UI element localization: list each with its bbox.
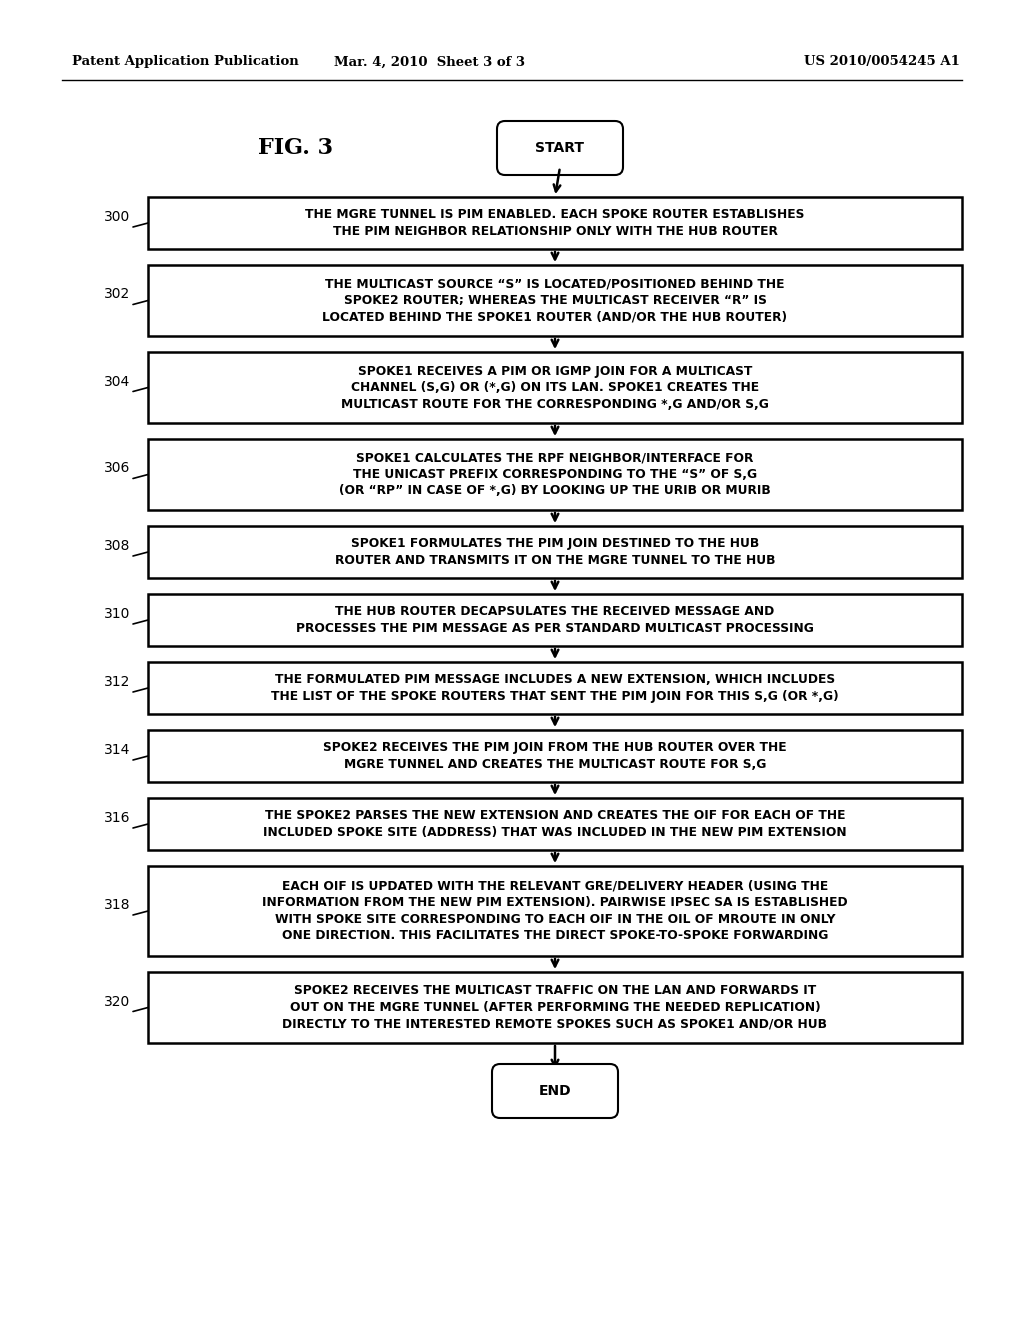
Text: SPOKE2 RECEIVES THE PIM JOIN FROM THE HUB ROUTER OVER THE
MGRE TUNNEL AND CREATE: SPOKE2 RECEIVES THE PIM JOIN FROM THE HU… bbox=[324, 742, 786, 771]
Text: THE SPOKE2 PARSES THE NEW EXTENSION AND CREATES THE OIF FOR EACH OF THE
INCLUDED: THE SPOKE2 PARSES THE NEW EXTENSION AND … bbox=[263, 809, 847, 838]
FancyBboxPatch shape bbox=[148, 440, 962, 510]
FancyBboxPatch shape bbox=[148, 525, 962, 578]
Text: 316: 316 bbox=[103, 810, 130, 825]
Text: 318: 318 bbox=[103, 898, 130, 912]
Text: Patent Application Publication: Patent Application Publication bbox=[72, 55, 299, 69]
Text: 320: 320 bbox=[103, 994, 130, 1008]
Text: 300: 300 bbox=[103, 210, 130, 224]
Text: 308: 308 bbox=[103, 539, 130, 553]
FancyBboxPatch shape bbox=[148, 663, 962, 714]
FancyBboxPatch shape bbox=[148, 352, 962, 422]
Text: SPOKE1 FORMULATES THE PIM JOIN DESTINED TO THE HUB
ROUTER AND TRANSMITS IT ON TH: SPOKE1 FORMULATES THE PIM JOIN DESTINED … bbox=[335, 537, 775, 566]
Text: SPOKE2 RECEIVES THE MULTICAST TRAFFIC ON THE LAN AND FORWARDS IT
OUT ON THE MGRE: SPOKE2 RECEIVES THE MULTICAST TRAFFIC ON… bbox=[283, 985, 827, 1031]
Text: THE FORMULATED PIM MESSAGE INCLUDES A NEW EXTENSION, WHICH INCLUDES
THE LIST OF : THE FORMULATED PIM MESSAGE INCLUDES A NE… bbox=[271, 673, 839, 702]
FancyBboxPatch shape bbox=[148, 594, 962, 645]
Text: THE MGRE TUNNEL IS PIM ENABLED. EACH SPOKE ROUTER ESTABLISHES
THE PIM NEIGHBOR R: THE MGRE TUNNEL IS PIM ENABLED. EACH SPO… bbox=[305, 209, 805, 238]
Text: 310: 310 bbox=[103, 607, 130, 620]
Text: 304: 304 bbox=[103, 375, 130, 388]
Text: SPOKE1 RECEIVES A PIM OR IGMP JOIN FOR A MULTICAST
CHANNEL (S,G) OR (*,G) ON ITS: SPOKE1 RECEIVES A PIM OR IGMP JOIN FOR A… bbox=[341, 364, 769, 411]
Text: SPOKE1 CALCULATES THE RPF NEIGHBOR/INTERFACE FOR
THE UNICAST PREFIX CORRESPONDIN: SPOKE1 CALCULATES THE RPF NEIGHBOR/INTER… bbox=[339, 451, 771, 498]
FancyBboxPatch shape bbox=[492, 1064, 618, 1118]
FancyBboxPatch shape bbox=[148, 730, 962, 781]
FancyBboxPatch shape bbox=[497, 121, 623, 176]
Text: FIG. 3: FIG. 3 bbox=[257, 137, 333, 158]
Text: THE HUB ROUTER DECAPSULATES THE RECEIVED MESSAGE AND
PROCESSES THE PIM MESSAGE A: THE HUB ROUTER DECAPSULATES THE RECEIVED… bbox=[296, 606, 814, 635]
Text: END: END bbox=[539, 1084, 571, 1098]
Text: 312: 312 bbox=[103, 675, 130, 689]
Text: Mar. 4, 2010  Sheet 3 of 3: Mar. 4, 2010 Sheet 3 of 3 bbox=[335, 55, 525, 69]
FancyBboxPatch shape bbox=[148, 197, 962, 249]
FancyBboxPatch shape bbox=[148, 972, 962, 1043]
Text: US 2010/0054245 A1: US 2010/0054245 A1 bbox=[804, 55, 961, 69]
Text: START: START bbox=[536, 141, 585, 154]
Text: 302: 302 bbox=[103, 288, 130, 301]
FancyBboxPatch shape bbox=[148, 866, 962, 956]
Text: EACH OIF IS UPDATED WITH THE RELEVANT GRE/DELIVERY HEADER (USING THE
INFORMATION: EACH OIF IS UPDATED WITH THE RELEVANT GR… bbox=[262, 879, 848, 942]
Text: THE MULTICAST SOURCE “S” IS LOCATED/POSITIONED BEHIND THE
SPOKE2 ROUTER; WHEREAS: THE MULTICAST SOURCE “S” IS LOCATED/POSI… bbox=[323, 277, 787, 323]
FancyBboxPatch shape bbox=[148, 799, 962, 850]
Text: 314: 314 bbox=[103, 743, 130, 756]
FancyBboxPatch shape bbox=[148, 265, 962, 337]
Text: 306: 306 bbox=[103, 462, 130, 475]
